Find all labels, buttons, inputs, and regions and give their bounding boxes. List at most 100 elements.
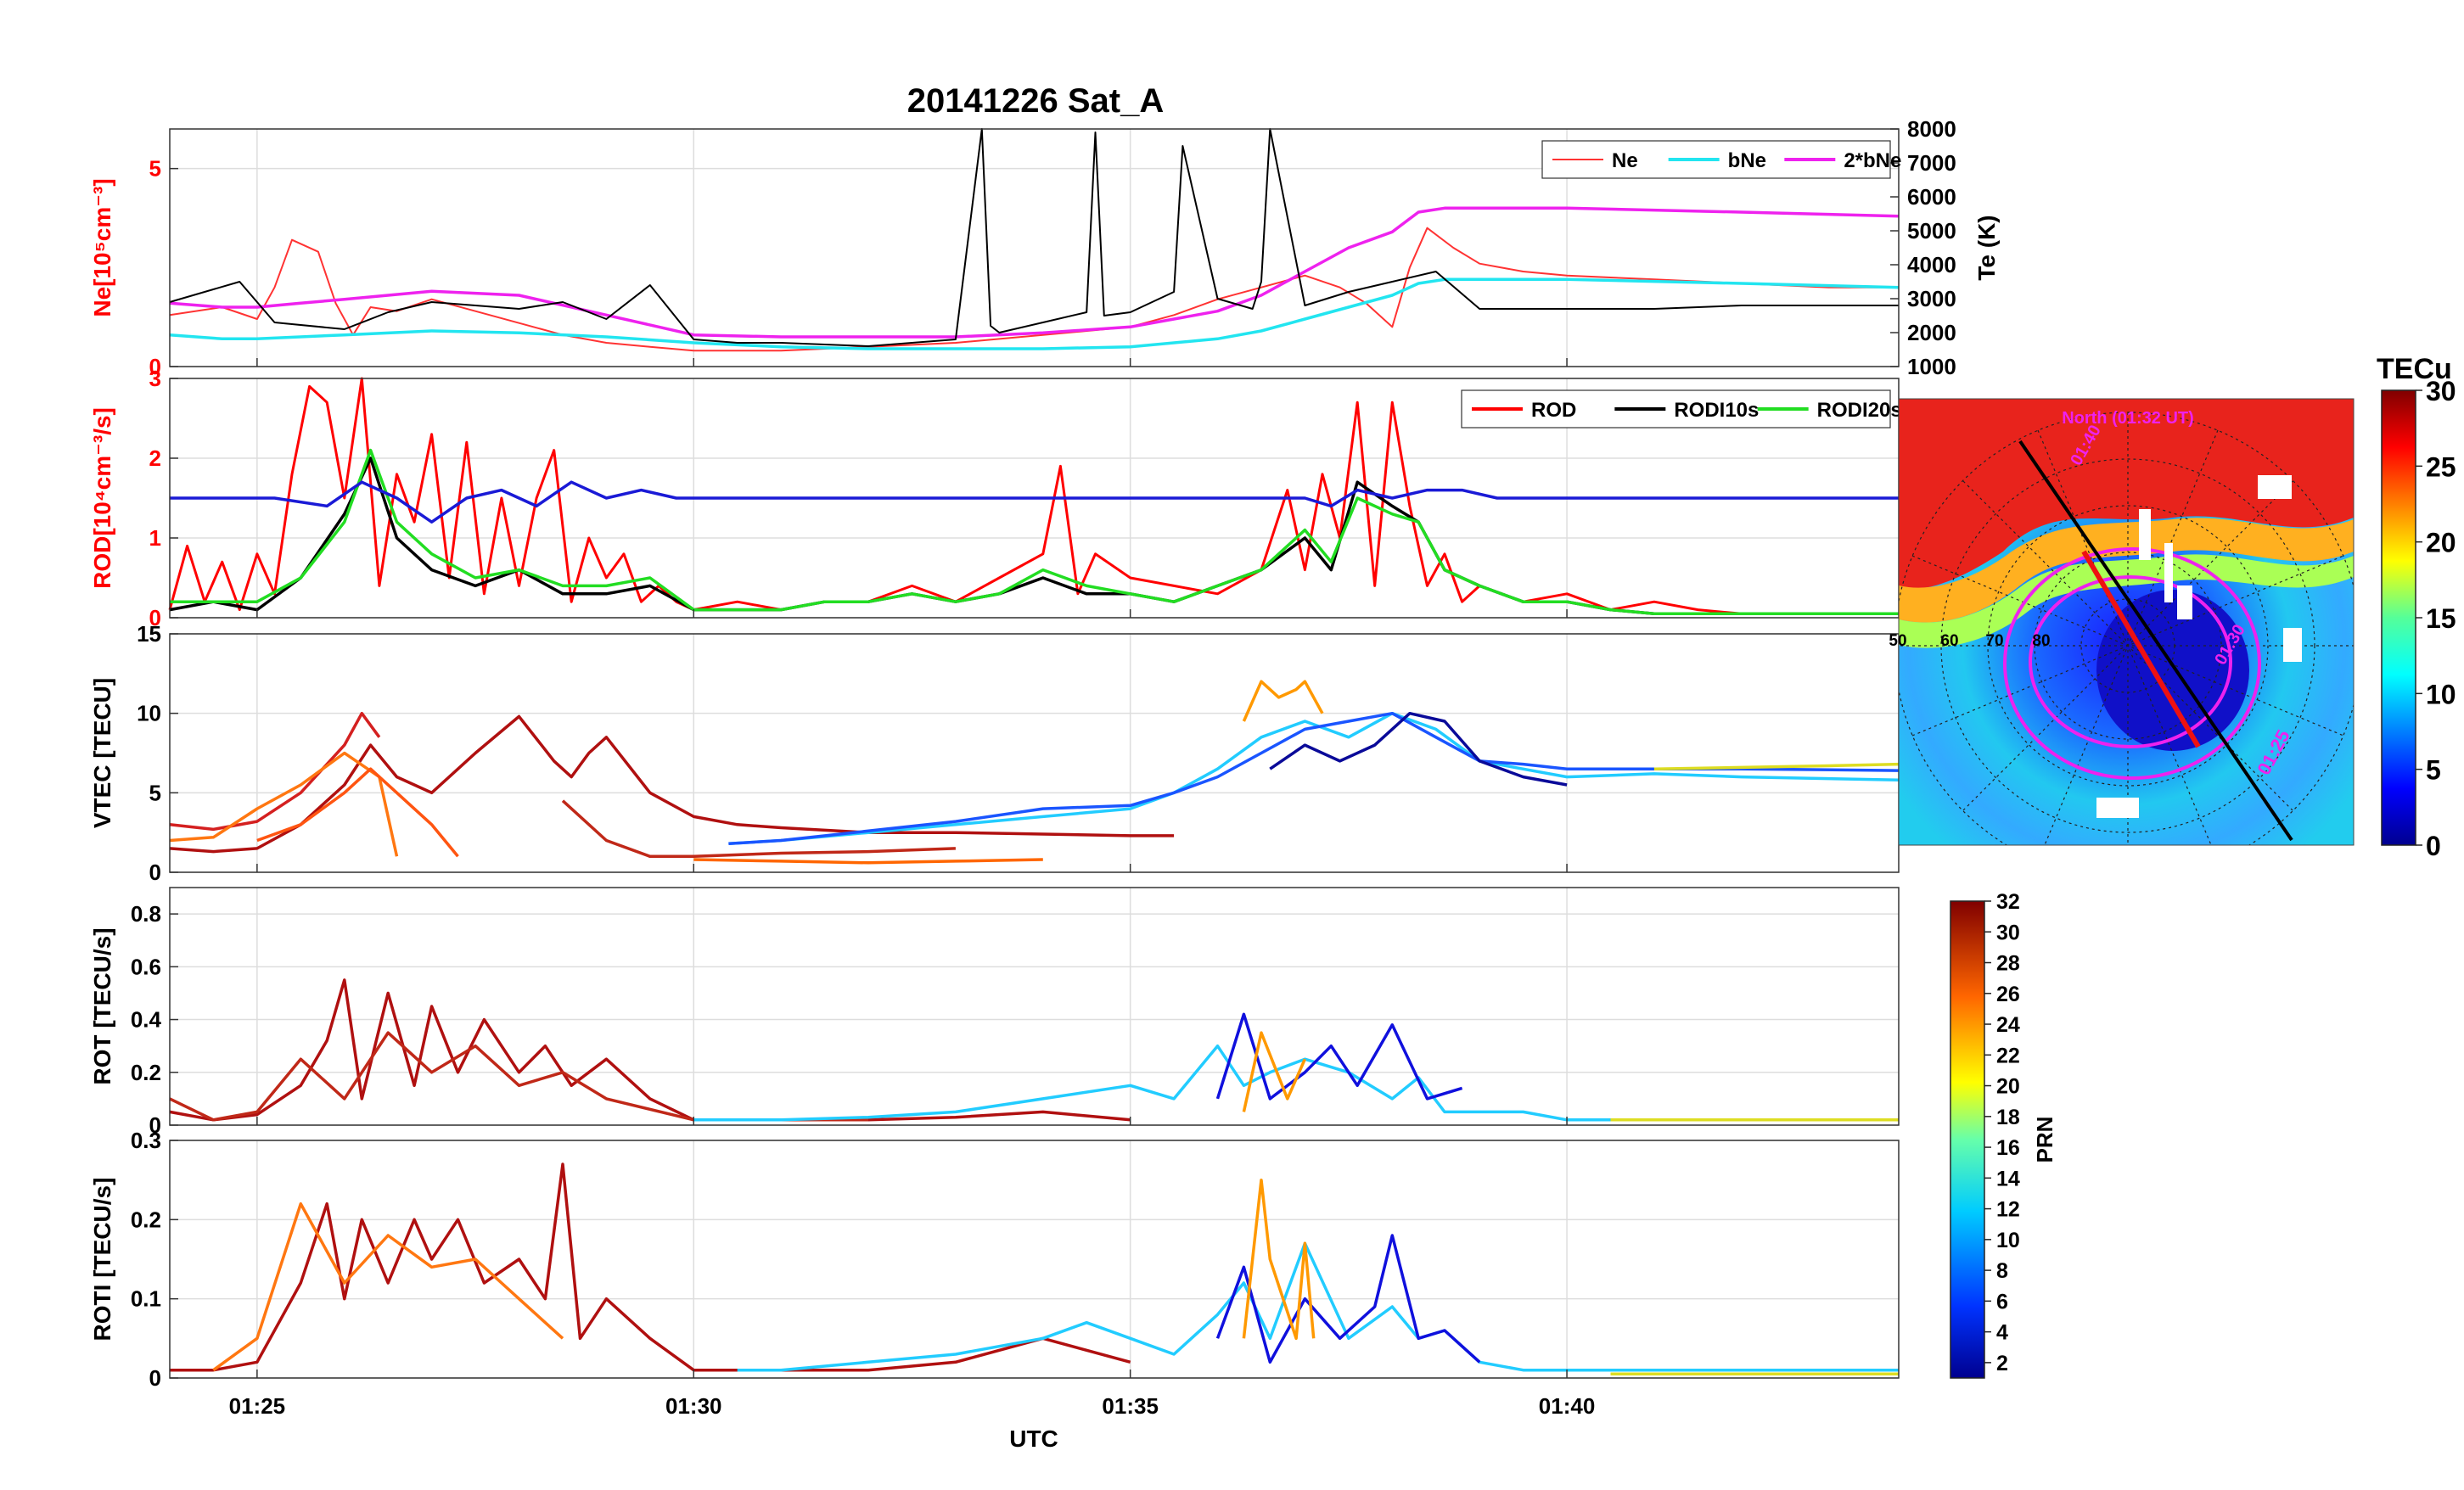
tec-colorbar-gradient (2381, 389, 2416, 846)
te-y2-tick-label: 4000 (1907, 252, 1956, 277)
rod-y-axis-label: ROD[10⁴cm⁻³/s] (89, 407, 115, 589)
polar-map-orange-band (1899, 518, 2354, 623)
ne-y-axis-label: Ne[10⁵cm⁻³] (89, 178, 115, 316)
prn-colorbar-tick-label: 18 (1996, 1106, 2020, 1129)
roti-panel: 0 0.1 0.2 0.3 ROTI [TECU/s] 01:25 01:30 01:35 01… (89, 1128, 1900, 1419)
roti-plot-area (170, 1140, 1899, 1378)
vtec-y-tick-label: 15 (137, 621, 161, 647)
rod-y-tick-label: 2 (149, 445, 161, 471)
vtec-series-line (169, 711, 381, 832)
tec-colorbar-ticks: 0 5 10 15 20 25 30 (2416, 376, 2456, 861)
te-y2-tick-label: 6000 (1907, 184, 1956, 210)
vtec-series-line (728, 711, 1900, 846)
roti-series-line (1242, 1178, 1316, 1341)
prn-colorbar-tick-label: 28 (1996, 952, 2020, 976)
vtec-y-tick-label: 10 (137, 701, 161, 726)
x-tick-label: 01:40 (1539, 1393, 1596, 1419)
tec-colorbar-title: TECu (2377, 353, 2452, 385)
te-y2-tick-label: 7000 (1907, 150, 1956, 176)
rod-panel: 0 1 2 3 ROD[10⁴cm⁻³/s] ROD RODI10s RODI20s (89, 366, 1902, 630)
prn-colorbar-tick-label: 4 (1996, 1321, 2008, 1345)
roti-series-line (212, 1202, 564, 1372)
ne-series-line (169, 277, 1900, 350)
rod-legend-label: RODI10s (1674, 399, 1759, 422)
te-y2-tick-label: 3000 (1907, 286, 1956, 311)
polar-map-lat-label-80: 80 (2032, 632, 2050, 650)
ne-te-panel: 0 5 Ne[10⁵cm⁻³] 1000 2000 3000 4000 5000 6000 700… (89, 116, 2000, 379)
prn-colorbar-tick-label: 22 (1996, 1044, 2020, 1067)
rot-y-axis-label: ROT [TECU/s] (89, 927, 115, 1084)
roti-y-tick-label: 0.1 (131, 1286, 161, 1312)
prn-colorbar-tick-label: 6 (1996, 1290, 2008, 1314)
te-y2-tick-label: 2000 (1907, 320, 1956, 345)
prn-colorbar-tick-label: 30 (1996, 921, 2020, 944)
rot-y-tick-label: 0 (149, 1112, 161, 1138)
prn-colorbar-tick-label: 8 (1996, 1259, 2008, 1283)
roti-y-tick-label: 0.2 (131, 1207, 161, 1232)
prn-colorbar-label: PRN (2032, 1117, 2057, 1163)
vtec-y-tick-label: 0 (149, 860, 161, 885)
polar-map-frame (1898, 398, 2355, 846)
ne-series-line (169, 206, 1900, 339)
rot-panel: 0 0.2 0.4 0.6 0.8 ROT [TECU/s] (89, 887, 1900, 1138)
x-tick-label: 01:25 (229, 1393, 286, 1419)
vtec-series-line (256, 767, 459, 858)
vtec-series-line (1653, 762, 1900, 770)
polar-map-yellow-band (1899, 554, 2354, 648)
vtec-y-axis-label: VTEC [TECU] (89, 678, 115, 828)
x-axis-label: UTC (1009, 1426, 1058, 1452)
vtec-series-line (169, 714, 1175, 854)
polar-map-data-gaps (2096, 475, 2302, 818)
rot-series-line (1215, 1012, 1463, 1101)
prn-colorbar-tick-label: 24 (1996, 1013, 2020, 1037)
vtec-series-line (728, 711, 1900, 846)
rod-series-line (170, 480, 1899, 524)
prn-colorbar-tick-label: 16 (1996, 1136, 2020, 1160)
rot-y-tick-label: 0.6 (131, 954, 161, 979)
ne-y-tick-label: 0 (149, 354, 161, 379)
vtec-y-tick-label: 5 (149, 780, 161, 805)
vtec-series-line (1269, 711, 1568, 787)
prn-colorbar-tick-label: 10 (1996, 1229, 2020, 1252)
prn-colorbar-gradient (1950, 900, 1985, 1379)
polar-map-graticule (1899, 412, 2354, 845)
rot-y-tick-label: 0.2 (131, 1060, 161, 1085)
tec-colorbar-tick-label: 15 (2426, 603, 2456, 634)
prn-colorbar-tick-label: 2 (1996, 1352, 2008, 1375)
te-y2-tick-label: 1000 (1907, 354, 1956, 379)
roti-axes-frame (169, 1140, 1900, 1379)
polar-map-satellite-track (2018, 440, 2293, 842)
prn-colorbar-tick-label: 12 (1996, 1198, 2020, 1222)
tec-colorbar-tick-label: 25 (2426, 451, 2456, 482)
prn-colorbar-tick-label: 20 (1996, 1075, 2020, 1099)
figure-title: 20141226 Sat_A (907, 82, 1164, 120)
roti-y-tick-label: 0 (149, 1365, 161, 1391)
roti-y-tick-label: 0.3 (131, 1128, 161, 1153)
tec-colorbar-tick-label: 0 (2426, 831, 2441, 861)
rod-y-tick-label: 1 (149, 525, 161, 551)
prn-colorbar-tick-label: 14 (1996, 1167, 2020, 1190)
prn-colorbar-tick-label: 32 (1996, 890, 2020, 914)
polar-map-lat-label-70: 70 (1985, 632, 2003, 650)
ne-series-line (169, 128, 1899, 347)
rod-series-line (170, 448, 1899, 616)
polar-map-red-region (1899, 399, 2354, 589)
vtec-plot-area (170, 634, 1899, 872)
ne-legend-label: Ne (1612, 149, 1638, 172)
rot-plot-area (170, 888, 1899, 1125)
roti-series-line (1215, 1234, 1481, 1364)
tec-colorbar-tick-label: 10 (2426, 679, 2456, 709)
ne-legend-label: bNe (1728, 149, 1766, 172)
rod-y-tick-label: 0 (149, 605, 161, 630)
polar-map-image (1899, 399, 2354, 845)
vtec-series-line (561, 799, 956, 859)
te-y2-axis-label: Te (K) (1973, 215, 2000, 280)
vtec-series-line (693, 858, 1043, 865)
rot-series-line (169, 1031, 868, 1122)
rot-axes-frame (169, 887, 1900, 1126)
tec-colorbar-tick-label: 5 (2426, 755, 2441, 786)
tec-colorbar-tick-label: 30 (2426, 376, 2456, 406)
x-tick-label: 01:30 (665, 1393, 722, 1419)
ne-axes-frame (169, 128, 1900, 367)
